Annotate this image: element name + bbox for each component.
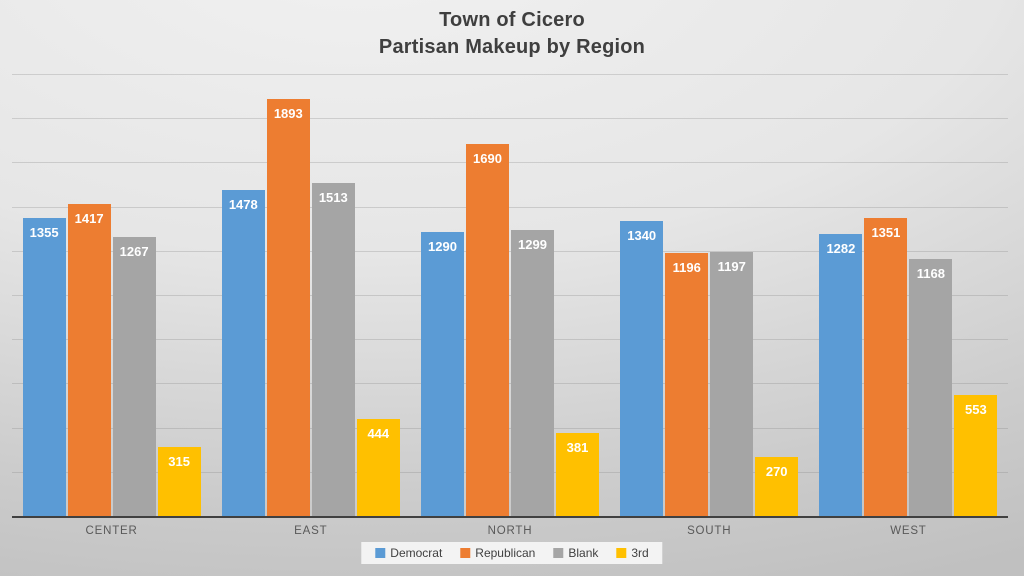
bar-value-label: 1513	[318, 189, 348, 205]
bar-republican-east: 1893	[266, 98, 310, 517]
legend-swatch-icon	[375, 548, 386, 558]
legend-swatch-icon	[460, 548, 471, 558]
bar-value-label: 1299	[518, 236, 547, 252]
x-axis-label-west: WEST	[890, 525, 927, 537]
gridline-800	[12, 339, 1008, 341]
x-axis-label-east: EAST	[294, 525, 328, 537]
bar-republican-south: 1196	[665, 252, 709, 517]
bar-3rd-north: 381	[556, 432, 599, 517]
bar-democrat-west: 1282	[819, 233, 863, 517]
bar-blank-east: 1513	[311, 182, 355, 517]
bar-republican-north: 1690	[466, 143, 509, 517]
bar-group-center: 1355 1417 1267 315	[12, 75, 211, 517]
x-axis-line	[12, 516, 1008, 518]
bar-democrat-north: 1290	[421, 231, 464, 517]
bar-3rd-south: 270	[755, 457, 799, 517]
legend-item-republican: Republican	[460, 546, 535, 560]
bar-democrat-center: 1355	[22, 217, 66, 517]
bar-value-label: 381	[566, 439, 589, 455]
bar-value-label: 270	[765, 464, 788, 480]
gridline-200	[12, 471, 1008, 473]
bar-3rd-center: 315	[157, 447, 201, 517]
bar-value-label: 1168	[916, 265, 945, 281]
bar-democrat-east: 1478	[221, 190, 265, 517]
bar-republican-center: 1417	[67, 203, 111, 517]
bar-value-label: 1267	[119, 244, 149, 259]
x-axis-label-center: CENTER	[85, 525, 138, 537]
bar-blank-west: 1168	[909, 258, 953, 517]
gridline-2000	[12, 74, 1008, 75]
legend-label: Democrat	[390, 546, 443, 560]
chart-title: Town of Cicero Partisan Makeup by Region	[0, 7, 1024, 61]
legend-item-blank: Blank	[553, 546, 598, 560]
gridline-1200	[12, 250, 1008, 252]
bar-group-north: 1290 1690 1299 381	[410, 75, 609, 517]
bar-value-label: 315	[168, 454, 190, 470]
gridline-600	[12, 383, 1008, 385]
bar-blank-south: 1197	[710, 252, 754, 517]
bar-value-label: 1196	[672, 259, 701, 275]
bar-value-label: 1893	[273, 105, 303, 121]
bar-value-label: 1290	[428, 238, 457, 254]
gridline-1600	[12, 162, 1008, 164]
x-axis-labels: CENTER EAST NORTH SOUTH WEST	[12, 525, 1008, 537]
legend: Democrat Republican Blank 3rd	[361, 542, 663, 564]
gridline-1400	[12, 206, 1008, 208]
gridline-400	[12, 427, 1008, 429]
legend-item-3rd: 3rd	[616, 546, 649, 560]
plot-area: 1355 1417 1267 315 1478 1893 1513 444 1290 1690 12…	[12, 74, 1008, 518]
bar-value-label: 1690	[473, 150, 502, 166]
bar-value-label: 1478	[228, 197, 258, 213]
bar-group-east: 1478 1893 1513 444	[211, 75, 410, 517]
chart-title-line2: Partisan Makeup by Region	[378, 36, 646, 58]
legend-label: Blank	[568, 546, 599, 560]
legend-swatch-icon	[616, 548, 627, 558]
bar-group-west: 1282 1351 1168 553	[809, 75, 1008, 517]
gridline-1800	[12, 118, 1008, 120]
legend-label: 3rd	[631, 546, 649, 560]
bar-democrat-south: 1340	[620, 220, 664, 517]
bar-value-label: 1417	[74, 210, 104, 226]
bar-value-label: 553	[965, 401, 987, 417]
bar-groups: 1355 1417 1267 315 1478 1893 1513 444 1290 1690 12…	[12, 75, 1008, 517]
bar-value-label: 1355	[29, 224, 59, 240]
legend-item-democrat: Democrat	[375, 546, 442, 560]
legend-swatch-icon	[553, 548, 564, 558]
bar-value-label: 1340	[627, 227, 657, 243]
bar-3rd-east: 444	[356, 418, 400, 517]
x-axis-label-south: SOUTH	[687, 525, 732, 537]
legend-label: Republican	[475, 546, 536, 560]
bar-3rd-west: 553	[954, 394, 998, 517]
bar-blank-north: 1299	[511, 229, 554, 517]
bar-blank-center: 1267	[112, 237, 156, 517]
bar-group-south: 1340 1196 1197 270	[610, 75, 809, 517]
bar-value-label: 1351	[871, 225, 901, 241]
gridline-1000	[12, 295, 1008, 296]
x-axis-label-north: NORTH	[487, 525, 533, 537]
bar-value-label: 444	[367, 425, 390, 441]
bar-value-label: 1282	[826, 240, 856, 256]
chart-title-line1: Town of Cicero	[439, 9, 585, 31]
bar-republican-west: 1351	[864, 218, 908, 517]
bar-value-label: 1197	[717, 259, 746, 275]
